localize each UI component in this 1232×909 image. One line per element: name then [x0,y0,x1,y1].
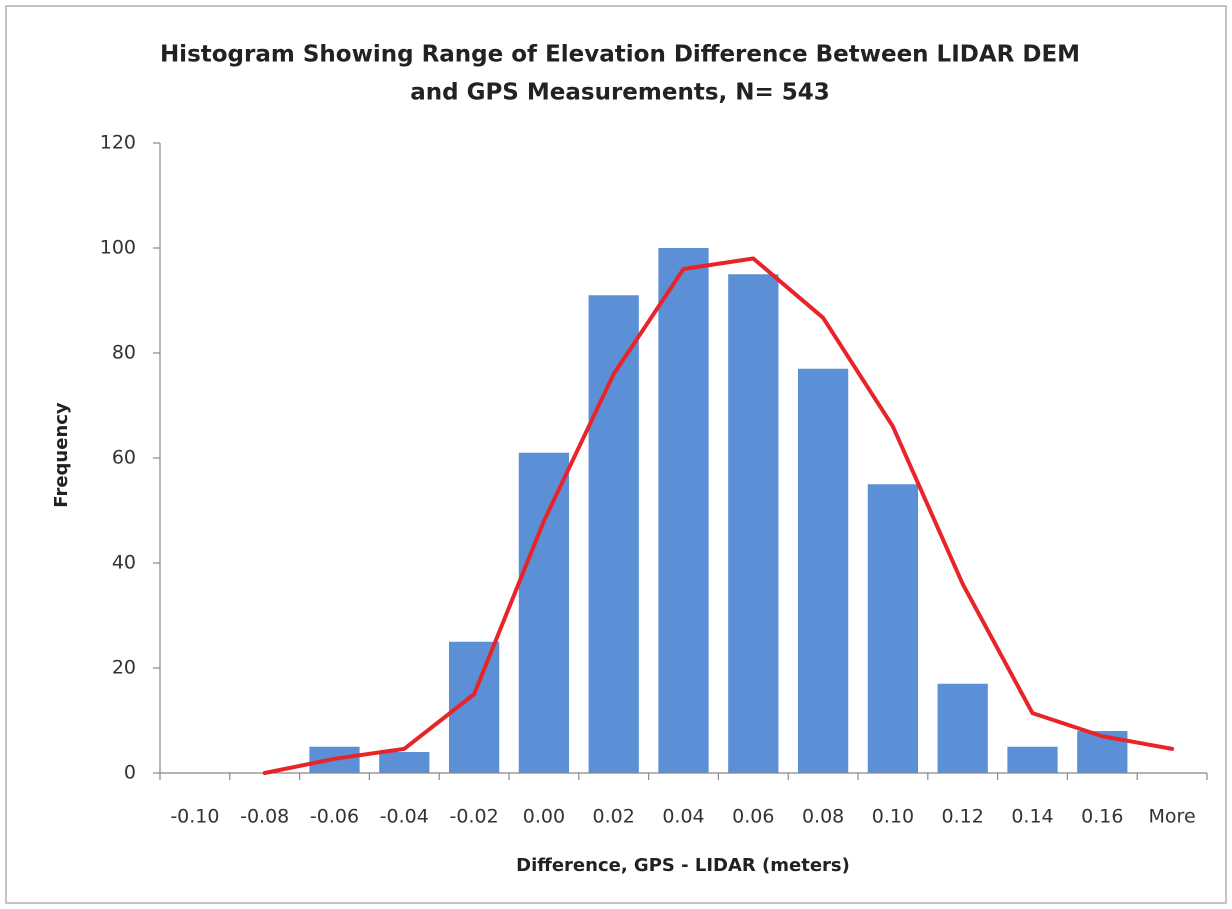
y-tick-label: 100 [100,237,136,259]
bar [937,683,988,773]
x-tick-label: 0.00 [523,806,565,828]
bar [379,752,430,773]
x-axis-label: Difference, GPS - LIDAR (meters) [516,855,850,876]
bar [728,274,779,773]
x-tick-label: 0.16 [1081,806,1123,828]
x-tick-label: More [1149,806,1196,828]
x-tick-label: -0.10 [170,806,219,828]
x-tick-label: -0.06 [310,806,359,828]
y-tick-label: 0 [124,762,136,784]
x-tick-label: -0.04 [380,806,429,828]
bar [518,452,570,773]
y-tick-label: 80 [112,342,136,364]
x-tick-label: -0.08 [240,806,289,828]
x-tick-label: 0.06 [732,806,774,828]
bar [1007,746,1058,773]
x-tick-label: 0.14 [1011,806,1053,828]
y-tick-label: 60 [112,447,136,469]
bar [588,295,639,773]
y-tick-label: 120 [100,132,136,154]
bar [658,248,709,773]
x-tick-label: 0.08 [802,806,844,828]
x-tick-label: 0.02 [593,806,635,828]
x-tick-label: 0.04 [662,806,704,828]
y-axis-label: Frequency [51,402,72,508]
x-tick-label: 0.10 [872,806,914,828]
bar [797,368,849,773]
x-tick-label: -0.02 [450,806,499,828]
x-tick-label: 0.12 [942,806,984,828]
chart-title: Histogram Showing Range of Elevation Dif… [160,42,1080,68]
y-tick-label: 20 [112,657,136,679]
y-tick-label: 40 [112,552,136,574]
chart-title: and GPS Measurements, N= 543 [410,80,830,106]
line [262,256,1175,775]
bar [867,484,919,773]
